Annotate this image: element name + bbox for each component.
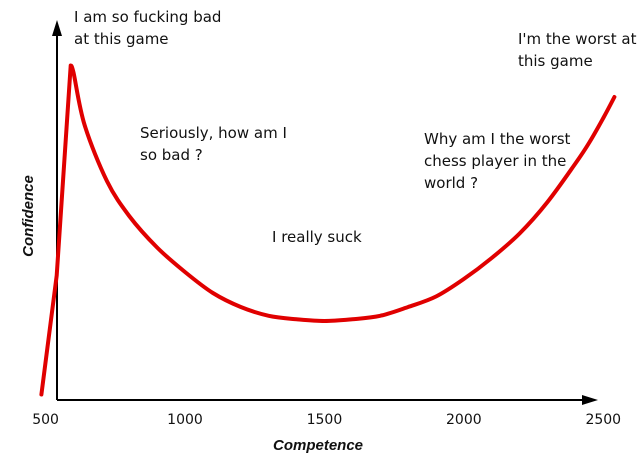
annotation-trough: I really suck bbox=[272, 226, 362, 248]
x-axis-arrow bbox=[582, 395, 598, 405]
x-tick-labels: 500 1000 1500 2000 2500 bbox=[32, 412, 621, 428]
annotation-end: I'm the worst at this game bbox=[518, 28, 636, 72]
series-line bbox=[39, 63, 617, 397]
annotation-line: at this game bbox=[74, 30, 169, 48]
x-axis-title: Competence bbox=[273, 437, 363, 454]
x-tick-label: 1000 bbox=[167, 412, 203, 428]
y-axis-title: Confidence bbox=[20, 175, 37, 257]
annotation-decline: Seriously, how am I so bad ? bbox=[140, 122, 287, 166]
annotation-line: I really suck bbox=[272, 228, 362, 246]
annotation-line: world ? bbox=[424, 174, 479, 192]
series-group bbox=[39, 63, 617, 397]
y-axis-arrow bbox=[52, 20, 62, 36]
x-tick-label: 2000 bbox=[446, 412, 482, 428]
x-tick-label: 1500 bbox=[307, 412, 343, 428]
annotation-line: Why am I the worst bbox=[424, 130, 571, 148]
axes bbox=[52, 20, 598, 405]
annotation-line: Seriously, how am I bbox=[140, 124, 287, 142]
x-tick-label: 500 bbox=[32, 412, 59, 428]
annotation-rise: Why am I the worst chess player in the w… bbox=[424, 128, 570, 194]
annotation-line: so bad ? bbox=[140, 146, 203, 164]
annotation-peak: I am so fucking bad at this game bbox=[74, 6, 221, 50]
annotation-line: this game bbox=[518, 52, 593, 70]
annotation-line: chess player in the bbox=[424, 152, 567, 170]
annotation-line: I'm the worst at bbox=[518, 30, 637, 48]
x-tick-label: 2500 bbox=[585, 412, 621, 428]
annotation-line: I am so fucking bad bbox=[74, 8, 222, 26]
